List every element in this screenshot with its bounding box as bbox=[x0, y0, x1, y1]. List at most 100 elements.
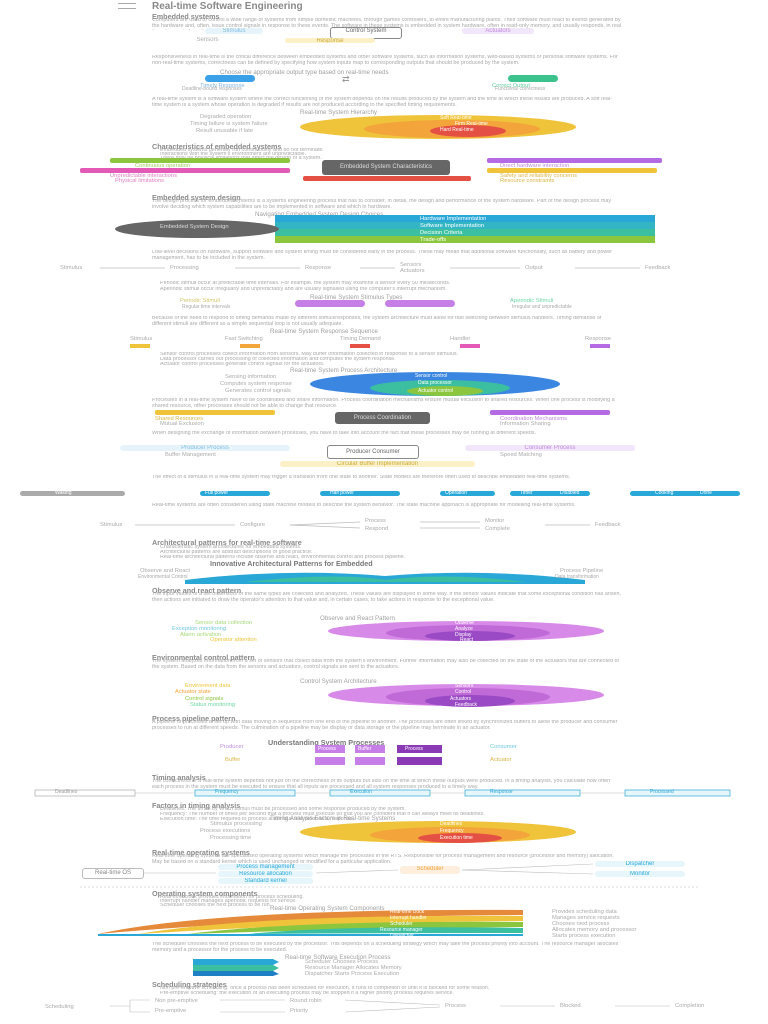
s19-side-3: Processing time bbox=[210, 835, 252, 841]
s11-left-2: Buffer Management bbox=[165, 452, 216, 458]
s23-flow-2: Non pre-emptive bbox=[155, 998, 198, 1004]
s2-left-pill bbox=[205, 75, 255, 82]
s21-side-5: Starts process execution bbox=[552, 933, 616, 939]
s1-node-response: Response bbox=[285, 38, 375, 43]
s3-para: A real-time system is a software system … bbox=[152, 97, 612, 108]
s20-para: Real-time operating systems are speciali… bbox=[152, 854, 614, 865]
s4-bullet-1: Embedded systems generally run continuou… bbox=[160, 148, 324, 153]
s9-layer-1: Sensor control bbox=[415, 373, 448, 379]
s3-side-3: Result unusable if late bbox=[196, 128, 254, 134]
s20-heading: Real-time operating systems bbox=[152, 848, 250, 857]
s21-row-3: Scheduler bbox=[390, 921, 413, 927]
s14-right-1: Process Pipeline bbox=[560, 568, 604, 574]
s5-caption: Navigating Embedded System Design Choice… bbox=[255, 211, 384, 218]
s15-layer-2: Analyze bbox=[455, 626, 473, 632]
s4-left-bar-1 bbox=[110, 158, 290, 163]
s15-para: The input values of a set of sensors of … bbox=[152, 592, 622, 603]
s4-right-1: Direct hardware interaction bbox=[500, 163, 570, 169]
s6-flow-3: Response bbox=[305, 265, 332, 271]
s4-left-3: Physical limitations bbox=[115, 178, 164, 184]
s10-left-2: Mutual Exclusion bbox=[160, 421, 204, 427]
s19-heading: Factors in timing analysis bbox=[152, 801, 241, 810]
s19-layer-1: Deadlines bbox=[440, 821, 463, 827]
s23-flow-4: Round robin bbox=[290, 998, 322, 1004]
s14-left-1: Observe and React bbox=[140, 568, 190, 574]
s15-side-2: Exception monitoring bbox=[172, 626, 227, 632]
s12-state-2: Full power bbox=[205, 490, 229, 496]
s22-ribbons bbox=[193, 959, 279, 976]
s20-right-2: Monitor bbox=[595, 871, 685, 877]
s17-para: A pipeline of processes is set up with d… bbox=[152, 720, 618, 731]
s16-heading: Environmental control pattern bbox=[152, 653, 255, 662]
s12-state-1: Waiting bbox=[55, 490, 72, 496]
s23-flow-3: Pre-emptive bbox=[155, 1008, 187, 1014]
s3-side-1: Degraded operation bbox=[200, 114, 252, 120]
s14-left-2: Environmental Control bbox=[138, 574, 188, 580]
s20-left: Real-time OS bbox=[82, 868, 144, 879]
s13-flow-2: Configure bbox=[240, 522, 266, 528]
s16-side-3: Control signals bbox=[185, 696, 224, 702]
s17-blocks bbox=[315, 745, 442, 765]
s15-side-3: Alarm activation bbox=[180, 632, 222, 638]
s20-item-1: Process management bbox=[218, 864, 313, 870]
s6-flow-1: Stimulus bbox=[60, 265, 83, 271]
s4-heading: Characteristics of embedded systems bbox=[152, 142, 282, 151]
s11-left-1: Producer Process bbox=[120, 445, 290, 451]
s13-flow-5: Monitor bbox=[485, 518, 505, 524]
s19-layer-3: Execution time bbox=[440, 835, 473, 841]
s13-flow-arrows bbox=[135, 521, 590, 529]
s9-process-ellipses bbox=[310, 372, 560, 396]
s9-side-3: Generates control signals bbox=[225, 388, 291, 394]
s17-center-1: Process bbox=[318, 746, 337, 752]
s14-heading: Architectural patterns for real-time sof… bbox=[152, 538, 302, 547]
s7-left-sub: Regular time intervals bbox=[182, 304, 231, 310]
s16-layer-4: Feedback bbox=[455, 702, 477, 708]
s7-right-label: Aperiodic Stimuli bbox=[510, 298, 554, 304]
s21-side-2: Manages service requests bbox=[552, 915, 620, 921]
s13-flow-1: Stimulus bbox=[100, 522, 123, 528]
s8-para: Because of the need to respond to timing… bbox=[152, 316, 602, 327]
s17-right-2: Actuator bbox=[490, 757, 512, 763]
s21-side-3: Chooses next process bbox=[552, 921, 610, 927]
s12-state-6: Disabled bbox=[560, 490, 580, 496]
s5-row-3: Decision Criteria bbox=[420, 230, 463, 236]
s4-center-node: Embedded System Characteristics bbox=[322, 160, 450, 175]
s6-para: Low-level decisions on hardware, support… bbox=[152, 250, 613, 261]
s14-bullet-3: Real-time architectural patterns include… bbox=[160, 555, 406, 560]
s8-step-2: Fast Switching bbox=[225, 336, 263, 342]
s23-flow-5: Priority bbox=[290, 1008, 309, 1014]
s16-layer-1: Sensors bbox=[455, 683, 474, 689]
s13-flow-7: Feedback bbox=[595, 522, 621, 528]
s19-bullet-1: Deadlines: The times by which stimuli mu… bbox=[160, 807, 406, 812]
s14-bullet-1: Characteristic system architectures for … bbox=[160, 545, 302, 550]
s18-chain-2: Frequency bbox=[215, 789, 239, 795]
s6-flow-4: Sensors bbox=[400, 262, 422, 268]
s10-right-1: Coordination Mechanisms bbox=[500, 416, 568, 422]
s16-ellipses bbox=[328, 684, 604, 707]
s10-center-node: Process Coordination bbox=[335, 412, 430, 424]
s21-row-5: Dispatcher bbox=[390, 933, 414, 939]
s23-heading: Scheduling strategies bbox=[152, 980, 227, 989]
s16-side-1: Environment data bbox=[185, 683, 231, 689]
s23-flow-8: Completion bbox=[675, 1003, 705, 1009]
s22-row-2: Resource Manager Allocates Memory bbox=[305, 965, 402, 971]
s1-node-sensors: Sensors bbox=[196, 37, 219, 43]
s21-row-2: Interrupt handler bbox=[390, 915, 427, 921]
s10-left-bar bbox=[155, 410, 275, 415]
s18-chain-5: Processed bbox=[650, 789, 674, 795]
doc-icon bbox=[118, 3, 136, 9]
s17-left-2: Buffer bbox=[225, 757, 241, 763]
s6-flow-arrows bbox=[100, 267, 640, 269]
s7-left-label: Periodic Stimuli bbox=[180, 298, 220, 304]
s2-left-label: Timely Response bbox=[200, 83, 245, 89]
s19-ellipses bbox=[300, 821, 576, 843]
s4-right-bar-1 bbox=[487, 158, 662, 163]
s17-right-1: Consumer bbox=[490, 744, 517, 750]
s14-right-2: Data transformation bbox=[555, 574, 599, 580]
s23-flow-6: Process bbox=[445, 1003, 466, 1009]
s7-caption: Real-time System Stimulus Types bbox=[310, 294, 403, 301]
s23-flow-1: Scheduling bbox=[45, 1004, 74, 1010]
s3-layer-hard: Hard Real-time bbox=[440, 127, 474, 133]
s20-center: Scheduler bbox=[400, 866, 460, 874]
s10-para: Processes in a real-time system have to … bbox=[152, 398, 615, 409]
